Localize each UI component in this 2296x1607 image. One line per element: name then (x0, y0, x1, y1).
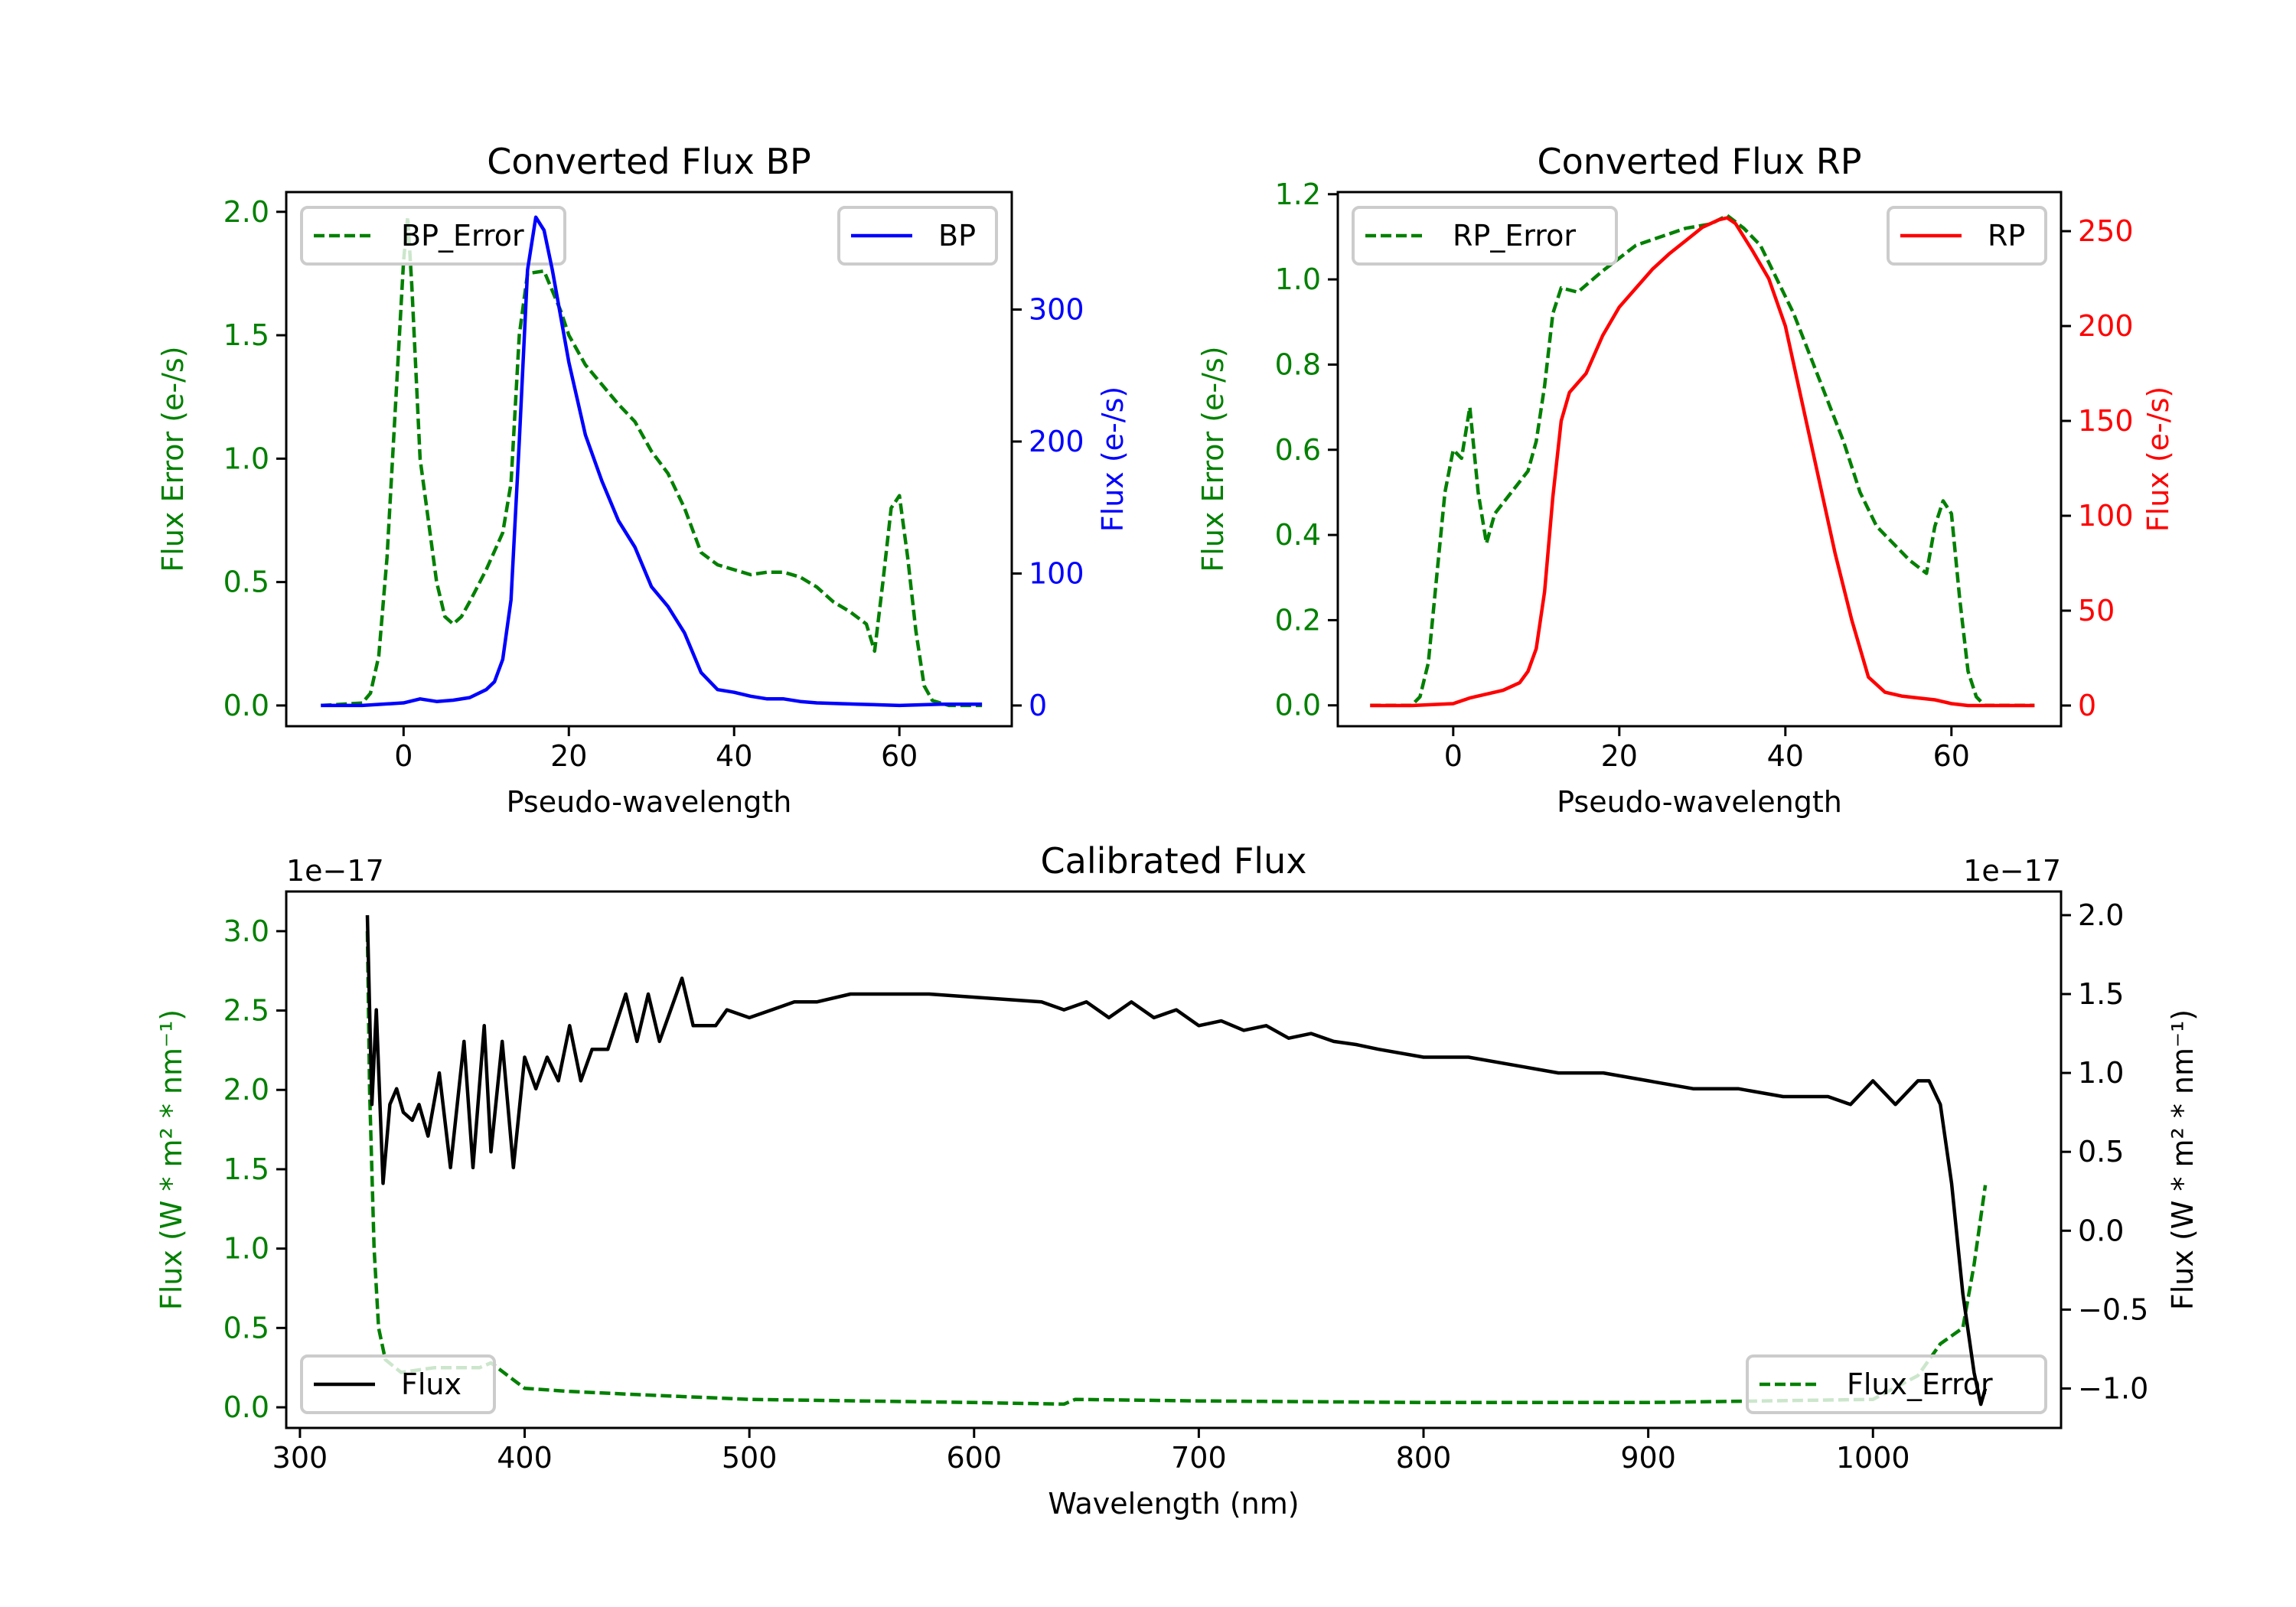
y-left-axis-label: Flux Error (e-/s) (156, 346, 190, 572)
x-tick-label: 1000 (1836, 1441, 1910, 1475)
y-right-tick-label: 100 (1029, 556, 1084, 590)
x-tick-label: 60 (881, 739, 918, 773)
y-right-tick-label: 50 (2078, 594, 2115, 627)
y-right-axis-label: Flux (e-/s) (2141, 386, 2175, 532)
x-axis-label: Pseudo-wavelength (1557, 785, 1842, 819)
legend-label: Flux_Error (1847, 1367, 1993, 1401)
y-right-tick-label: 1.0 (2078, 1056, 2124, 1090)
y-left-tick-label: 0.0 (1275, 689, 1321, 722)
legend-label: RP (1988, 219, 2025, 253)
y-right-tick-label: −1.0 (2078, 1371, 2148, 1405)
y-left-tick-label: 0.5 (223, 1311, 269, 1345)
y-right-offset-text: 1e−17 (1963, 854, 2061, 888)
y-left-tick-label: 0.8 (1275, 347, 1321, 381)
chart-0: BP_Error BP 0 20 40 60 0.0 0.5 1.0 1.5 2.0 0 100 200 3… (156, 141, 1130, 819)
chart-title: Calibrated Flux (1041, 840, 1307, 882)
series-line-flux (365, 914, 1988, 1407)
legend-flux: Flux (300, 1354, 496, 1414)
x-tick-label: 300 (272, 1441, 328, 1475)
series-line-bp (321, 215, 983, 708)
y-left-tick-label: 1.5 (223, 1152, 269, 1186)
x-tick-label: 40 (716, 739, 752, 773)
legend-label: RP_Error (1453, 219, 1576, 253)
y-left-tick-label: 1.0 (223, 442, 269, 475)
legend-label: BP (938, 219, 976, 253)
legend-label: BP_Error (401, 219, 524, 253)
x-tick-label: 20 (1601, 739, 1638, 773)
y-left-tick-label: 2.5 (223, 994, 269, 1028)
y-left-tick-label: 0.5 (223, 566, 269, 599)
y-right-tick-label: 100 (2078, 499, 2134, 533)
chart-1: RP_Error RP 0 20 40 60 0.0 0.2 0.4 0.6 0.8 1.0 1.2 0 5… (1196, 141, 2175, 819)
legend-rp: RP (1887, 206, 2047, 266)
y-left-tick-label: 1.5 (223, 318, 269, 352)
y-right-axis-label: Flux (W * m² * nm⁻¹) (2166, 1009, 2200, 1310)
y-right-tick-label: 200 (2078, 309, 2134, 343)
y-right-tick-label: 2.0 (2078, 898, 2124, 932)
y-left-axis-label: Flux Error (e-/s) (1196, 346, 1230, 572)
chart-title: Converted Flux RP (1538, 141, 1862, 182)
y-right-tick-label: 0.5 (2078, 1135, 2124, 1169)
legend-frame (837, 206, 998, 266)
chart-2: Flux_Error Flux 300 400 500 600 700 800 900 1000 0… (155, 840, 2200, 1521)
y-left-tick-label: 3.0 (223, 914, 269, 948)
x-tick-label: 0 (1444, 739, 1463, 773)
y-right-axis-label: Flux (e-/s) (1096, 386, 1130, 532)
legend-frame (1352, 206, 1618, 266)
series-line-rp (1370, 216, 2035, 708)
y-left-tick-label: 0.0 (223, 689, 269, 722)
legend-frame (1887, 206, 2047, 266)
axes-frame (285, 890, 2063, 1429)
y-left-tick-label: 1.0 (1275, 262, 1321, 296)
x-tick-label: 400 (497, 1441, 553, 1475)
x-tick-label: 900 (1620, 1441, 1676, 1475)
legend-frame (300, 1354, 496, 1414)
y-left-tick-label: 1.0 (223, 1232, 269, 1266)
y-left-tick-label: 0.2 (1275, 603, 1321, 637)
series-line-bp-error (321, 215, 983, 708)
legend-frame (1746, 1354, 2047, 1414)
y-left-tick-label: 0.0 (223, 1390, 269, 1424)
y-right-tick-label: 150 (2078, 404, 2134, 438)
series-line-rp-error (1370, 214, 2035, 707)
x-tick-label: 60 (1933, 739, 1970, 773)
y-left-tick-label: 2.0 (223, 195, 269, 229)
y-right-tick-label: 200 (1029, 425, 1084, 458)
legend-frame (300, 206, 566, 266)
y-right-tick-label: 300 (1029, 293, 1084, 327)
y-left-tick-label: 1.2 (1275, 178, 1321, 211)
y-left-offset-text: 1e−17 (286, 854, 384, 888)
legend-bp: BP (837, 206, 998, 266)
y-right-tick-label: −0.5 (2078, 1292, 2148, 1326)
x-tick-label: 500 (722, 1441, 778, 1475)
y-left-axis-label: Flux (W * m² * nm⁻¹) (155, 1009, 188, 1310)
x-tick-label: 20 (550, 739, 587, 773)
legend-flux_error: Flux_Error (1746, 1354, 2047, 1414)
x-tick-label: 0 (394, 739, 413, 773)
y-right-tick-label: 250 (2078, 214, 2134, 248)
x-tick-label: 700 (1171, 1441, 1227, 1475)
x-tick-label: 40 (1767, 739, 1804, 773)
x-tick-label: 600 (947, 1441, 1003, 1475)
y-right-tick-label: 1.5 (2078, 977, 2124, 1011)
axes-frame (1336, 191, 2063, 728)
x-tick-label: 800 (1396, 1441, 1452, 1475)
legend-bp_error: BP_Error (300, 206, 566, 266)
x-axis-label: Wavelength (nm) (1048, 1487, 1299, 1521)
legend-rp_error: RP_Error (1352, 206, 1618, 266)
y-right-tick-label: 0.0 (2078, 1214, 2124, 1247)
legend-label: Flux (401, 1367, 461, 1401)
y-left-tick-label: 2.0 (223, 1073, 269, 1107)
y-right-tick-label: 0 (1029, 689, 1047, 722)
y-left-tick-label: 0.4 (1275, 518, 1321, 552)
y-left-tick-label: 0.6 (1275, 433, 1321, 467)
y-right-tick-label: 0 (2078, 689, 2096, 722)
x-axis-label: Pseudo-wavelength (507, 785, 792, 819)
chart-title: Converted Flux BP (487, 141, 811, 182)
